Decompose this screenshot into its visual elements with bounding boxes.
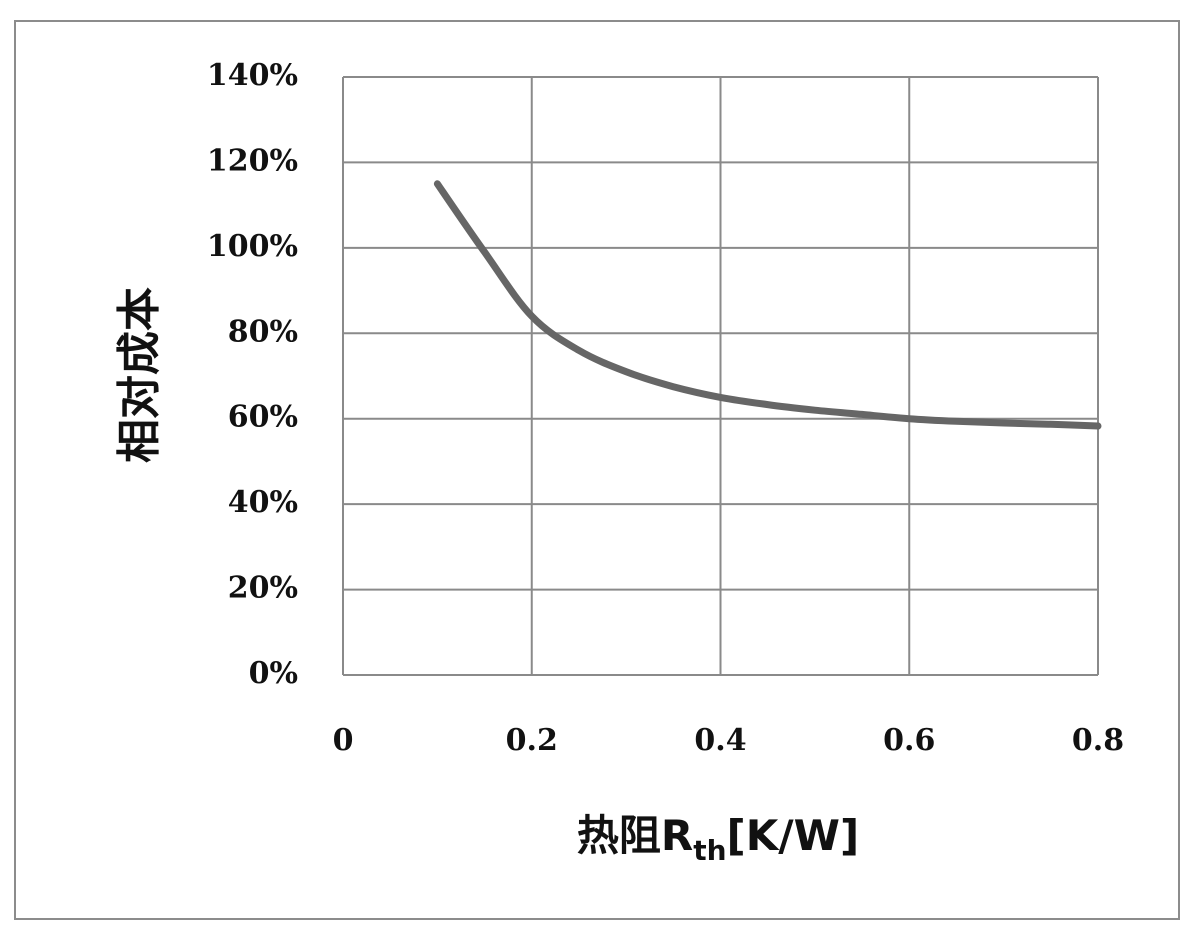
x-axis-label-subscript: th <box>693 834 726 867</box>
x-tick-labels: 0 0.2 0.4 0.6 0.8 <box>333 723 1125 758</box>
x-axis-label: 热阻Rth[K/W] <box>577 811 859 867</box>
y-tick-label-3: 60% <box>228 400 298 435</box>
y-tick-label-6: 120% <box>207 143 298 178</box>
y-tick-label-1: 20% <box>228 571 298 606</box>
chart-frame <box>14 20 1180 920</box>
y-tick-labels: 0% 20% 40% 60% 80% 100% 120% 140% <box>207 58 298 691</box>
x-axis-label-suffix: [K/W] <box>727 811 860 860</box>
y-tick-label-5: 100% <box>207 229 298 264</box>
y-tick-label-2: 40% <box>228 485 298 520</box>
y-tick-label-7: 140% <box>207 58 298 93</box>
y-tick-label-4: 80% <box>228 314 298 349</box>
x-tick-label-3: 0.6 <box>883 723 935 758</box>
x-tick-label-2: 0.4 <box>694 723 746 758</box>
grid <box>342 76 1099 676</box>
y-axis-label: 相对成本 <box>114 287 165 463</box>
series-layer <box>433 180 1102 430</box>
y-tick-label-0: 0% <box>249 656 298 691</box>
x-tick-label-4: 0.8 <box>1072 723 1124 758</box>
series-line-0 <box>433 180 1102 430</box>
x-tick-label-0: 0 <box>333 723 354 758</box>
x-axis-label-prefix: 热阻R <box>577 811 693 860</box>
x-tick-label-1: 0.2 <box>506 723 558 758</box>
